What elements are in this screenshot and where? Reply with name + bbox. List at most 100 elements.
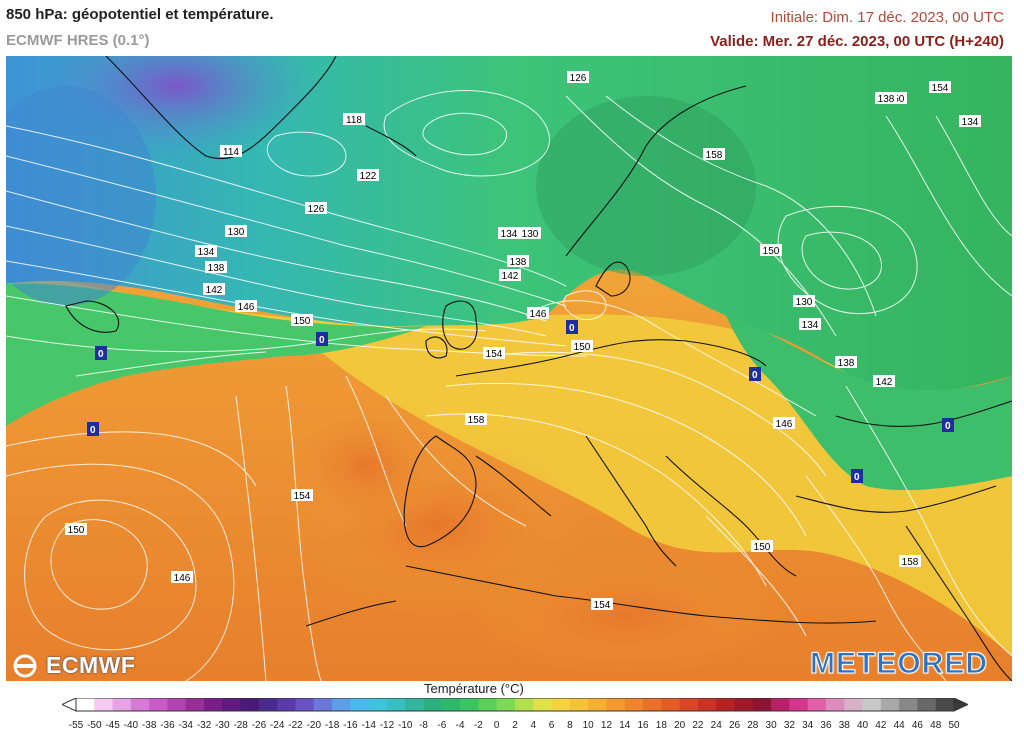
contour-label-box xyxy=(225,225,247,237)
contour-label: 138 xyxy=(838,358,855,369)
legend-tick-label: -34 xyxy=(179,720,194,731)
legend-tick-label: -45 xyxy=(105,720,120,731)
legend-swatch xyxy=(478,698,498,711)
legend-swatch xyxy=(697,698,717,711)
legend-swatch xyxy=(515,698,534,711)
weather-map[interactable]: 0 0 0 0 0 0 0 126 118 114 122 126 130 134 138 14… xyxy=(6,56,1012,681)
legend-tick-label: -2 xyxy=(474,720,483,731)
contour-label: 154 xyxy=(594,600,611,611)
contour-label: 114 xyxy=(223,147,239,158)
legend-swatch xyxy=(624,698,644,711)
contour-label-box xyxy=(235,300,257,312)
legend-swatch xyxy=(496,698,516,711)
contour-label-box xyxy=(567,71,589,83)
legend-tick-label: -40 xyxy=(124,720,139,731)
legend-tick-label: 16 xyxy=(637,720,649,731)
legend-swatch xyxy=(588,698,607,711)
contour-label-box xyxy=(498,227,520,239)
contour-label-box xyxy=(203,283,225,295)
contour-label: 130 xyxy=(522,229,539,240)
contour-label-box xyxy=(195,245,217,257)
contour-label-box xyxy=(205,261,227,273)
contour-label: 146 xyxy=(238,302,255,313)
legend-tick-label: -26 xyxy=(252,720,267,731)
contour-label-box xyxy=(571,340,593,352)
contour-label-box xyxy=(793,295,815,307)
legend-swatch xyxy=(569,698,589,711)
contour-label-box xyxy=(291,489,313,501)
legend-swatch xyxy=(277,698,296,711)
contour-label: 126 xyxy=(308,204,325,215)
legend-tick-label: 26 xyxy=(729,720,741,731)
contour-label-box xyxy=(873,375,895,387)
legend-swatch xyxy=(112,698,132,711)
contour-label-box xyxy=(465,413,487,425)
legend-tick-label: 50 xyxy=(948,720,960,731)
legend-swatch xyxy=(368,698,388,711)
contour-label-box xyxy=(291,314,313,326)
contour-label-box xyxy=(760,244,782,256)
contour-label-box xyxy=(799,318,821,330)
svg-text:0: 0 xyxy=(752,370,758,381)
contour-label: 158 xyxy=(706,150,723,161)
legend-swatch xyxy=(167,698,187,711)
contour-label: 154 xyxy=(932,83,949,94)
contour-label: 134 xyxy=(962,117,979,128)
contour-label: 150 xyxy=(294,316,311,327)
legend-swatch xyxy=(899,698,918,711)
legend-tick-label: -50 xyxy=(87,720,102,731)
legend-tick-label: 36 xyxy=(820,720,832,731)
legend-swatch xyxy=(825,698,845,711)
hot-spot-atlantic xyxy=(276,396,456,536)
contour-label-box xyxy=(305,202,327,214)
legend-tick-label: 38 xyxy=(839,720,851,731)
initial-run-label: Initiale: Dim. 17 déc. 2023, 00 UTC xyxy=(770,9,1004,26)
contour-label: 134 xyxy=(198,247,215,258)
legend-swatch xyxy=(441,698,461,711)
contour-label-box xyxy=(171,571,193,583)
legend-tick-label: 30 xyxy=(766,720,778,731)
legend-tick-label: -55 xyxy=(69,720,84,731)
legend-tick-label: -6 xyxy=(437,720,446,731)
legend-tick-label: -32 xyxy=(197,720,212,731)
meteored-logo: METEORED xyxy=(809,647,989,681)
legend-swatch xyxy=(551,698,571,711)
contour-label: 122 xyxy=(360,171,377,182)
svg-text:0: 0 xyxy=(98,349,104,360)
svg-text:0: 0 xyxy=(854,472,860,483)
contour-label-box xyxy=(875,92,897,104)
model-label: ECMWF HRES (0.1°) xyxy=(6,32,150,49)
contour-label: 130 xyxy=(796,297,813,308)
svg-text:0: 0 xyxy=(319,335,325,346)
legend-tick-label: -36 xyxy=(160,720,175,731)
contour-label: 138 xyxy=(208,263,225,274)
legend-swatch xyxy=(350,698,370,711)
contour-label: 146 xyxy=(530,309,547,320)
legend-tick-label: 12 xyxy=(601,720,613,731)
legend-swatch xyxy=(185,698,205,711)
legend-max-arrow xyxy=(953,698,968,712)
legend-swatch xyxy=(533,698,553,711)
contour-label-box xyxy=(929,81,951,93)
legend-tick-label: -20 xyxy=(307,720,322,731)
contour-label-box xyxy=(591,598,613,610)
legend-tick-label: 10 xyxy=(583,720,595,731)
contour-label: 150 xyxy=(574,342,591,353)
legend-swatch xyxy=(643,698,662,711)
contour-label-box xyxy=(751,540,773,552)
ecmwf-logo-text: ECMWF xyxy=(46,652,136,678)
contour-label-box xyxy=(220,145,242,157)
contour-label-box xyxy=(899,555,921,567)
contour-label: 150 xyxy=(754,542,771,553)
contour-label: 146 xyxy=(174,573,191,584)
contour-label: 154 xyxy=(486,349,503,360)
contour-label-box xyxy=(703,148,725,160)
valid-time-label: Valide: Mer. 27 déc. 2023, 00 UTC (H+240… xyxy=(710,33,1004,50)
legend-swatch xyxy=(460,698,479,711)
legend-tick-label: 20 xyxy=(674,720,686,731)
legend-swatch xyxy=(313,698,333,711)
legend-tick-label: -18 xyxy=(325,720,340,731)
legend-tick-label: 22 xyxy=(692,720,704,731)
contour-label: 142 xyxy=(876,377,893,388)
legend-swatch xyxy=(679,698,699,711)
